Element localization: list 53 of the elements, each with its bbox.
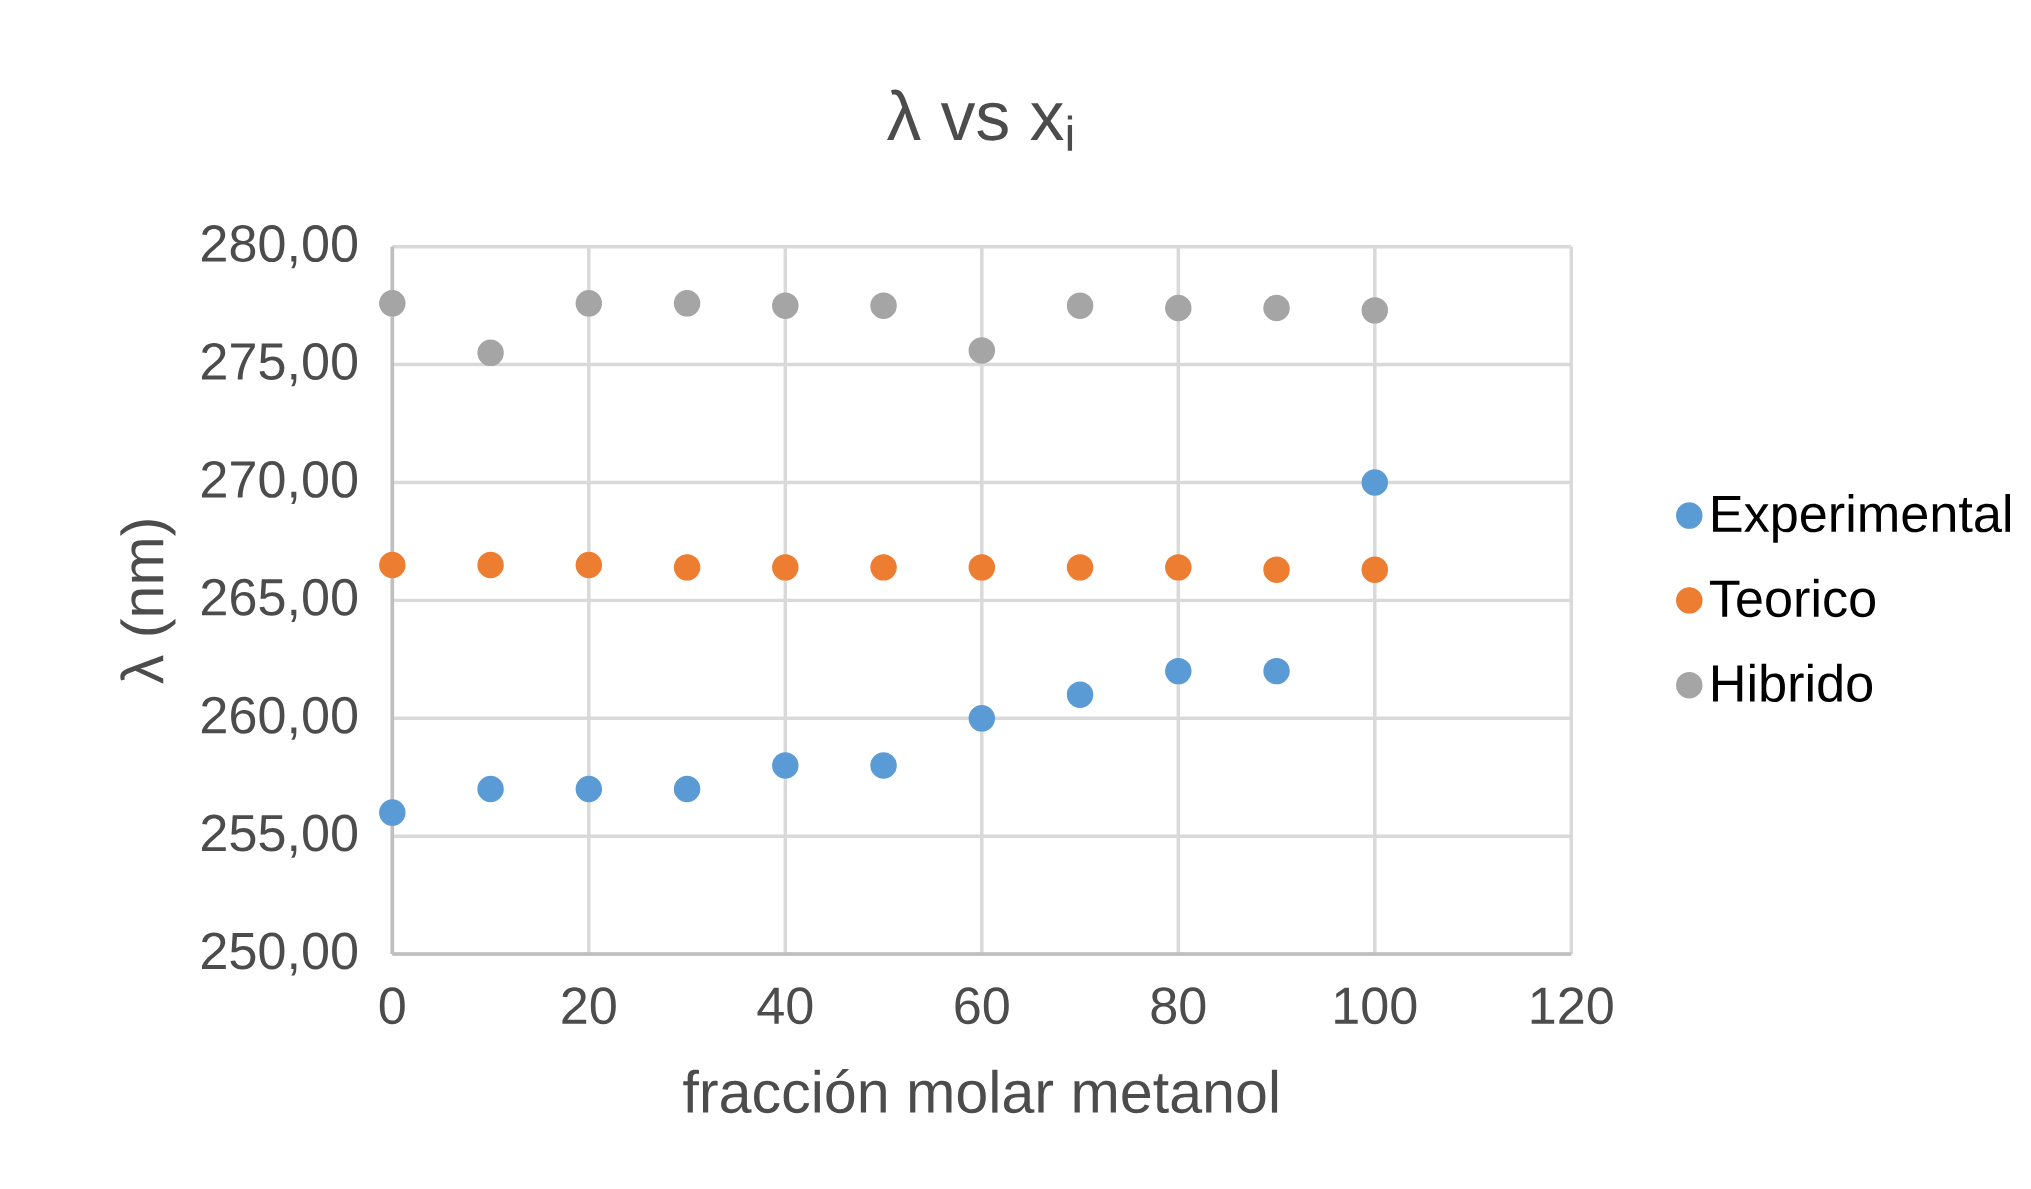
x-tick-label: 80 <box>1151 987 1206 1025</box>
y-tick-label: 260,00 <box>202 696 358 740</box>
x-tick-label: 0 <box>379 987 405 1025</box>
point <box>477 551 504 579</box>
chart-title: λ vs x$_{i}$ <box>887 89 1073 151</box>
point <box>968 337 996 364</box>
legend-label: Experimental <box>1713 494 2011 543</box>
point <box>772 752 799 779</box>
legend-label: Teorico <box>1709 578 1875 618</box>
point <box>575 290 603 317</box>
point <box>1263 294 1290 322</box>
y-axis-title: λ (nm) <box>120 520 176 684</box>
point <box>1263 556 1290 584</box>
point <box>772 292 799 319</box>
point <box>1066 292 1094 319</box>
x-tick-label: 60 <box>955 987 1009 1025</box>
point <box>968 554 996 581</box>
x-tick-label: 120 <box>1531 987 1613 1025</box>
legend-label: Hibrido <box>1713 663 1873 703</box>
point <box>673 290 701 317</box>
point <box>1066 554 1094 581</box>
point <box>968 705 996 732</box>
y-tick-label: 270,00 <box>202 460 358 505</box>
point <box>1165 554 1192 581</box>
point <box>477 339 504 367</box>
y-tick-label: 255,00 <box>202 814 358 858</box>
point <box>870 292 897 319</box>
point <box>870 554 897 581</box>
point <box>1066 681 1094 708</box>
point <box>1361 469 1389 496</box>
point <box>1165 294 1192 322</box>
point <box>673 775 701 803</box>
point <box>1361 297 1389 324</box>
x-tick-label: 20 <box>562 987 616 1025</box>
y-tick-label: 275,00 <box>202 343 358 387</box>
point <box>1263 657 1290 685</box>
point <box>379 799 406 826</box>
point <box>870 752 897 779</box>
y-tick-label: 250,00 <box>202 932 358 976</box>
point <box>673 554 701 581</box>
point <box>1361 556 1389 584</box>
point <box>575 775 603 803</box>
point <box>772 554 799 581</box>
x-tick-label: 100 <box>1335 987 1417 1025</box>
x-tick-label: 40 <box>757 987 813 1025</box>
y-tick-label: 265,00 <box>202 578 358 622</box>
point <box>477 775 504 803</box>
x-axis-title: fracción molar metanol <box>683 1069 1278 1114</box>
point <box>575 551 603 579</box>
point <box>379 551 406 579</box>
point <box>379 290 406 317</box>
point <box>1165 657 1192 685</box>
y-tick-label: 280,00 <box>202 225 358 269</box>
